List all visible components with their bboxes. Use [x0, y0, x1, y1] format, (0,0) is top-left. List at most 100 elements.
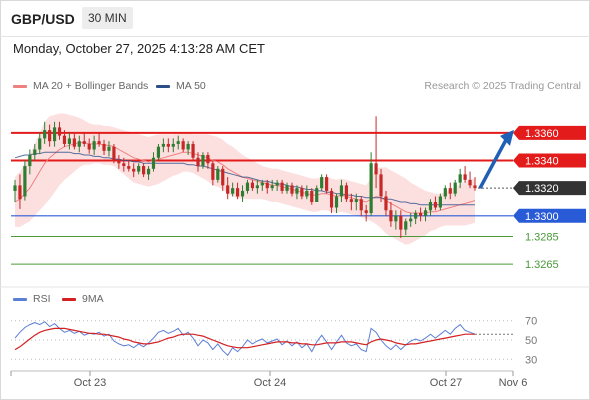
- candle-body: [394, 215, 398, 222]
- ma9-swatch: [62, 297, 76, 301]
- candle-body: [216, 168, 220, 180]
- legend-rsi: RSI: [13, 293, 51, 305]
- candle-body: [112, 146, 116, 161]
- legend-9ma: 9MA: [62, 293, 104, 305]
- forecast-arrow-shaft: [478, 139, 508, 189]
- candle-body: [423, 210, 428, 216]
- candle-body: [240, 190, 245, 197]
- candle-body: [43, 130, 47, 139]
- candle-body: [315, 188, 319, 202]
- candle-body: [389, 210, 393, 222]
- ma20-swatch: [13, 84, 27, 88]
- candle-body: [67, 138, 72, 144]
- candle-body: [364, 210, 368, 214]
- candle-body: [275, 182, 279, 186]
- ma50-line: [14, 151, 475, 206]
- level-tag-1.3360: [513, 125, 586, 140]
- candle-body: [122, 163, 126, 167]
- candle-body: [250, 182, 255, 189]
- candle-body: [428, 201, 433, 211]
- candle-body: [418, 213, 423, 216]
- candle-body: [226, 185, 230, 194]
- candles-group: [13, 116, 477, 238]
- candle-body: [473, 185, 477, 189]
- candle-body: [48, 130, 52, 142]
- candle-body: [201, 154, 205, 167]
- legend-ma20: MA 20 + Bollinger Bands: [13, 80, 148, 92]
- ma20-line: [14, 142, 476, 214]
- candle-body: [320, 177, 324, 189]
- candle-body: [28, 154, 32, 167]
- candle-body: [295, 188, 299, 194]
- candle-body: [146, 168, 151, 175]
- candle-body: [329, 190, 334, 208]
- legend-9ma-label: 9MA: [82, 293, 104, 305]
- candle-body: [97, 141, 101, 144]
- candle-body: [300, 188, 304, 197]
- candle-body: [156, 146, 161, 158]
- level-tag-1.3300: [513, 208, 586, 223]
- legend-rsi-label: RSI: [33, 293, 51, 305]
- candle-body: [132, 168, 136, 172]
- candle-body: [409, 218, 413, 222]
- candle-body: [166, 143, 170, 147]
- candle-body: [23, 166, 27, 197]
- candle-body: [137, 166, 141, 172]
- candle-body: [339, 185, 344, 197]
- candle-body: [235, 188, 240, 197]
- candle-body: [404, 221, 408, 230]
- x-tick-label: Nov 6: [499, 377, 528, 389]
- candle-body: [369, 163, 373, 214]
- rsi-tick-label: 50: [525, 335, 537, 347]
- candle-body: [374, 163, 378, 175]
- candle-body: [62, 135, 67, 144]
- candle-body: [18, 185, 22, 200]
- candle-body: [265, 182, 269, 189]
- candle-body: [280, 182, 284, 191]
- timeframe-badge[interactable]: 30 MIN: [82, 7, 133, 29]
- candle-body: [57, 127, 62, 136]
- ma50-swatch: [156, 84, 170, 88]
- candle-body: [181, 141, 185, 150]
- candle-body: [196, 157, 200, 167]
- candle-body: [186, 143, 190, 150]
- level-tag-1.3340: [513, 153, 586, 168]
- legend-ma50-label: MA 50: [176, 80, 206, 92]
- level-label-1.3320: 1.3320: [525, 183, 559, 195]
- candle-body: [52, 127, 57, 142]
- candle-body: [468, 179, 472, 186]
- legend-ma20-label: MA 20 + Bollinger Bands: [33, 80, 149, 92]
- rsi-swatch: [13, 297, 27, 301]
- instrument-title: GBP/USD: [11, 11, 75, 27]
- candle-body: [305, 190, 309, 197]
- chart-header: GBP/USD 30 MIN: [0, 0, 590, 37]
- rsi-line: [14, 321, 476, 357]
- candle-body: [438, 196, 442, 208]
- x-tick-label: Oct 23: [74, 377, 106, 389]
- candle-body: [117, 160, 121, 164]
- candle-body: [433, 201, 438, 208]
- research-credit: Research © 2025 Trading Central: [424, 80, 581, 92]
- candle-body: [458, 174, 462, 183]
- candle-body: [325, 177, 329, 191]
- candle-body: [285, 185, 289, 191]
- candle-body: [399, 215, 403, 230]
- candle-body: [87, 143, 91, 150]
- candle-body: [231, 188, 235, 194]
- level-label-1.3360: 1.3360: [525, 128, 559, 140]
- candle-body: [359, 199, 363, 211]
- candle-body: [77, 141, 81, 147]
- candle-body: [354, 199, 358, 202]
- candle-body: [349, 199, 353, 202]
- candle-body: [107, 146, 111, 151]
- candle-body: [102, 143, 106, 151]
- candle-body: [142, 166, 146, 175]
- candle-body: [255, 185, 259, 189]
- candle-body: [221, 168, 225, 186]
- candle-body: [161, 143, 165, 147]
- level-label-1.3300: 1.3300: [525, 211, 559, 223]
- candle-body: [448, 188, 452, 194]
- legend-ma50: MA 50: [156, 80, 206, 92]
- rsi-9ma-line: [14, 327, 475, 351]
